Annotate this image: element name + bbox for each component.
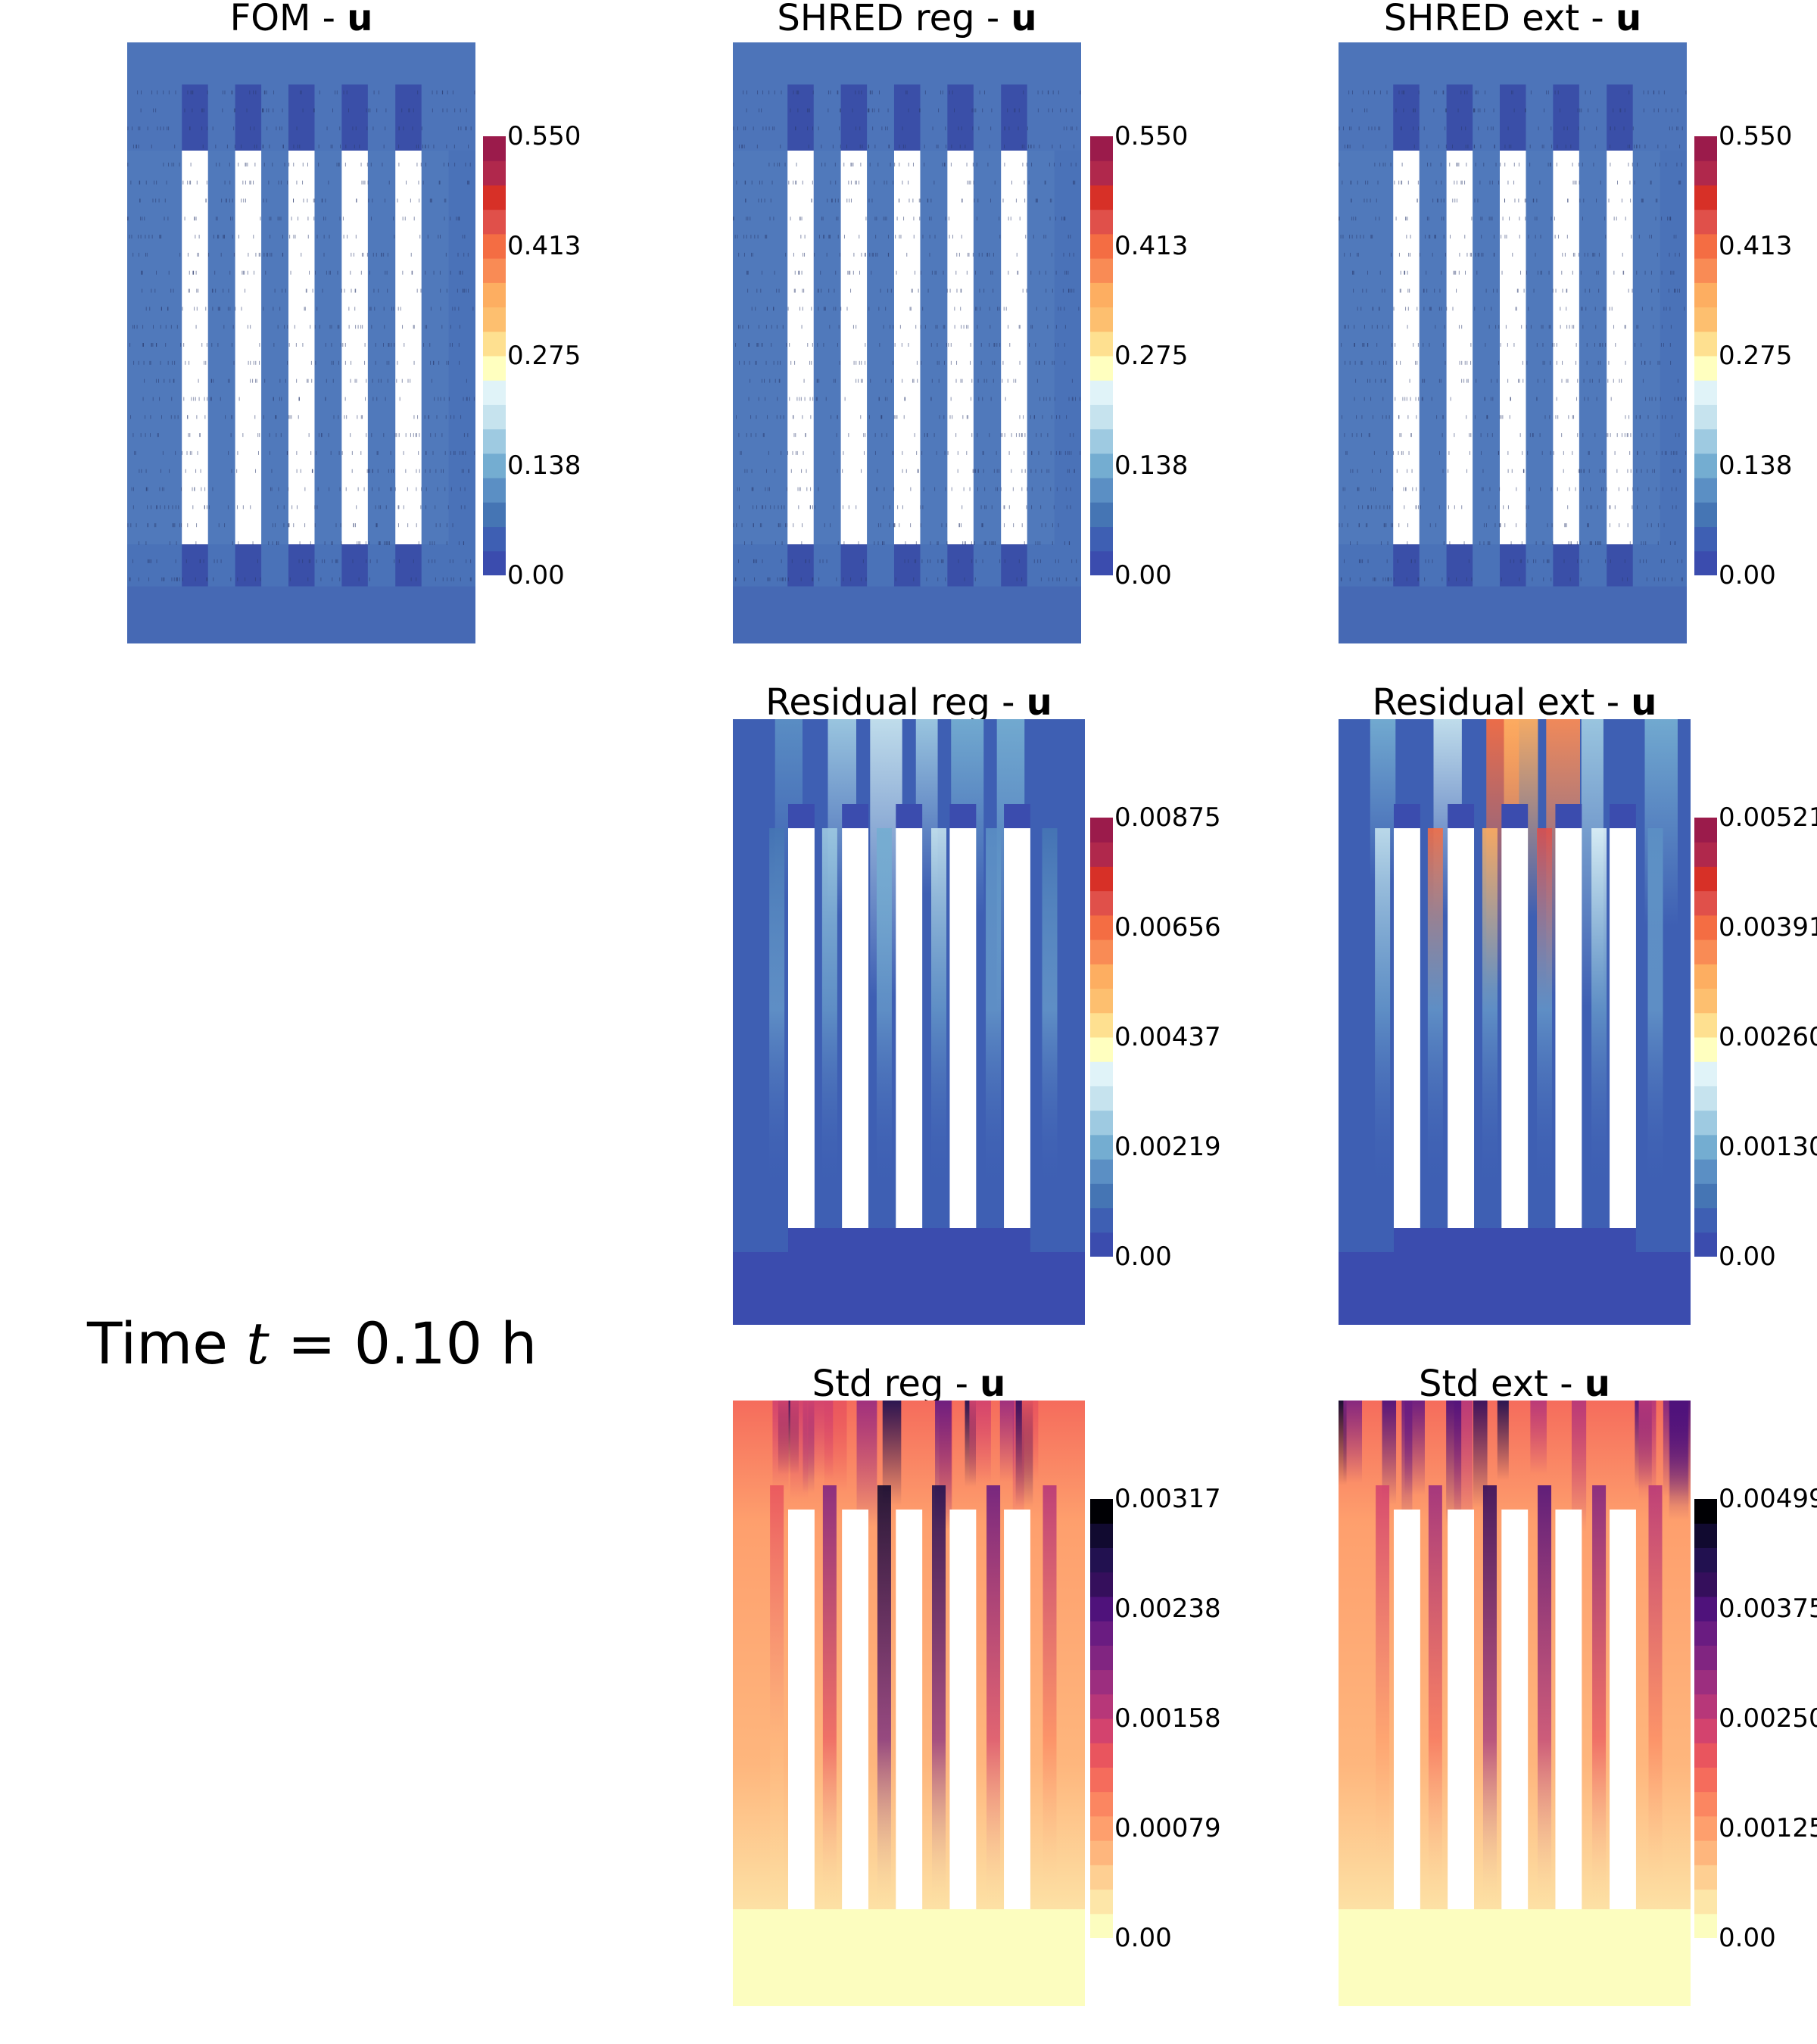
colorbar-tick-label: 0.00 bbox=[1719, 1242, 1776, 1272]
panel-title-text: SHRED ext - bbox=[1383, 0, 1616, 39]
colorbar-tick-label: 0.275 bbox=[507, 341, 581, 371]
colorbar bbox=[1090, 818, 1113, 1257]
panel-title: Residual ext - u bbox=[1339, 681, 1691, 724]
panel-title: SHRED ext - u bbox=[1339, 0, 1687, 39]
field-plot bbox=[1339, 42, 1687, 643]
colorbar-tick-label: 0.00521 bbox=[1719, 802, 1817, 833]
time-label: Time t = 0.10 h bbox=[87, 1310, 537, 1378]
colorbar bbox=[1090, 136, 1113, 575]
panel-title-variable: u bbox=[1616, 0, 1642, 39]
colorbar bbox=[1694, 818, 1717, 1257]
panel-title: Std ext - u bbox=[1339, 1363, 1691, 1405]
panel-title-variable: u bbox=[980, 1363, 1006, 1405]
colorbar-tick-label: 0.138 bbox=[1114, 450, 1189, 481]
panel-title: Std reg - u bbox=[733, 1363, 1085, 1405]
colorbar-tick-label: 0.00130 bbox=[1719, 1132, 1817, 1162]
colorbar-tick-label: 0.00260 bbox=[1719, 1022, 1817, 1052]
colorbar-tick-label: 0.00391 bbox=[1719, 912, 1817, 943]
colorbar-tick-label: 0.00 bbox=[1719, 560, 1776, 590]
colorbar-tick-label: 0.00656 bbox=[1114, 912, 1221, 943]
colorbar-tick-label: 0.00317 bbox=[1114, 1484, 1221, 1514]
colorbar-tick-label: 0.138 bbox=[1719, 450, 1793, 481]
panel-title-text: Std ext - bbox=[1419, 1363, 1585, 1405]
colorbar-tick-label: 0.413 bbox=[1719, 231, 1793, 261]
time-value: 0.10 h bbox=[354, 1310, 538, 1377]
panel-title-variable: u bbox=[347, 0, 373, 39]
colorbar-tick-label: 0.00 bbox=[1719, 1923, 1776, 1953]
field-plot bbox=[733, 1401, 1085, 2006]
colorbar-tick-label: 0.00219 bbox=[1114, 1132, 1221, 1162]
colorbar-tick-label: 0.00 bbox=[507, 560, 565, 590]
colorbar-tick-label: 0.00375 bbox=[1719, 1594, 1817, 1624]
field-plot bbox=[733, 42, 1081, 643]
colorbar-tick-label: 0.00437 bbox=[1114, 1022, 1221, 1052]
panel-title-variable: u bbox=[1584, 1363, 1610, 1405]
colorbar-tick-label: 0.00499 bbox=[1719, 1484, 1817, 1514]
panel-title-variable: u bbox=[1631, 681, 1657, 724]
panel-title-variable: u bbox=[1026, 681, 1052, 724]
colorbar bbox=[1694, 1499, 1717, 1938]
field-plot bbox=[127, 42, 475, 643]
panel-title: SHRED reg - u bbox=[733, 0, 1081, 39]
panel-title-text: Residual reg - bbox=[765, 681, 1027, 724]
field-plot bbox=[1339, 1401, 1691, 2006]
colorbar-tick-label: 0.00250 bbox=[1719, 1703, 1817, 1734]
colorbar bbox=[483, 136, 506, 575]
colorbar-tick-label: 0.550 bbox=[507, 121, 581, 151]
colorbar-tick-label: 0.550 bbox=[1719, 121, 1793, 151]
panel-title-text: Residual ext - bbox=[1372, 681, 1632, 724]
colorbar-tick-label: 0.138 bbox=[507, 450, 581, 481]
panel-title-text: Std reg - bbox=[812, 1363, 980, 1405]
colorbar-tick-label: 0.413 bbox=[1114, 231, 1189, 261]
colorbar-tick-label: 0.275 bbox=[1719, 341, 1793, 371]
colorbar-tick-label: 0.275 bbox=[1114, 341, 1189, 371]
field-plot bbox=[733, 719, 1085, 1325]
field-plot bbox=[1339, 719, 1691, 1325]
colorbar-tick-label: 0.00125 bbox=[1719, 1813, 1817, 1843]
colorbar-tick-label: 0.00 bbox=[1114, 1242, 1172, 1272]
panel-title-variable: u bbox=[1011, 0, 1037, 39]
colorbar-tick-label: 0.00875 bbox=[1114, 802, 1221, 833]
colorbar-tick-label: 0.550 bbox=[1114, 121, 1189, 151]
colorbar-tick-label: 0.00 bbox=[1114, 1923, 1172, 1953]
colorbar-tick-label: 0.00079 bbox=[1114, 1813, 1221, 1843]
time-equals: = bbox=[269, 1310, 354, 1377]
panel-title: FOM - u bbox=[127, 0, 475, 39]
colorbar bbox=[1694, 136, 1717, 575]
colorbar-tick-label: 0.00158 bbox=[1114, 1703, 1221, 1734]
colorbar-tick-label: 0.413 bbox=[507, 231, 581, 261]
panel-title-text: FOM - bbox=[229, 0, 348, 39]
colorbar bbox=[1090, 1499, 1113, 1938]
time-label-prefix: Time bbox=[87, 1310, 247, 1377]
panel-title: Residual reg - u bbox=[733, 681, 1085, 724]
colorbar-tick-label: 0.00 bbox=[1114, 560, 1172, 590]
panel-title-text: SHRED reg - bbox=[777, 0, 1011, 39]
time-symbol: t bbox=[246, 1310, 270, 1377]
colorbar-tick-label: 0.00238 bbox=[1114, 1594, 1221, 1624]
